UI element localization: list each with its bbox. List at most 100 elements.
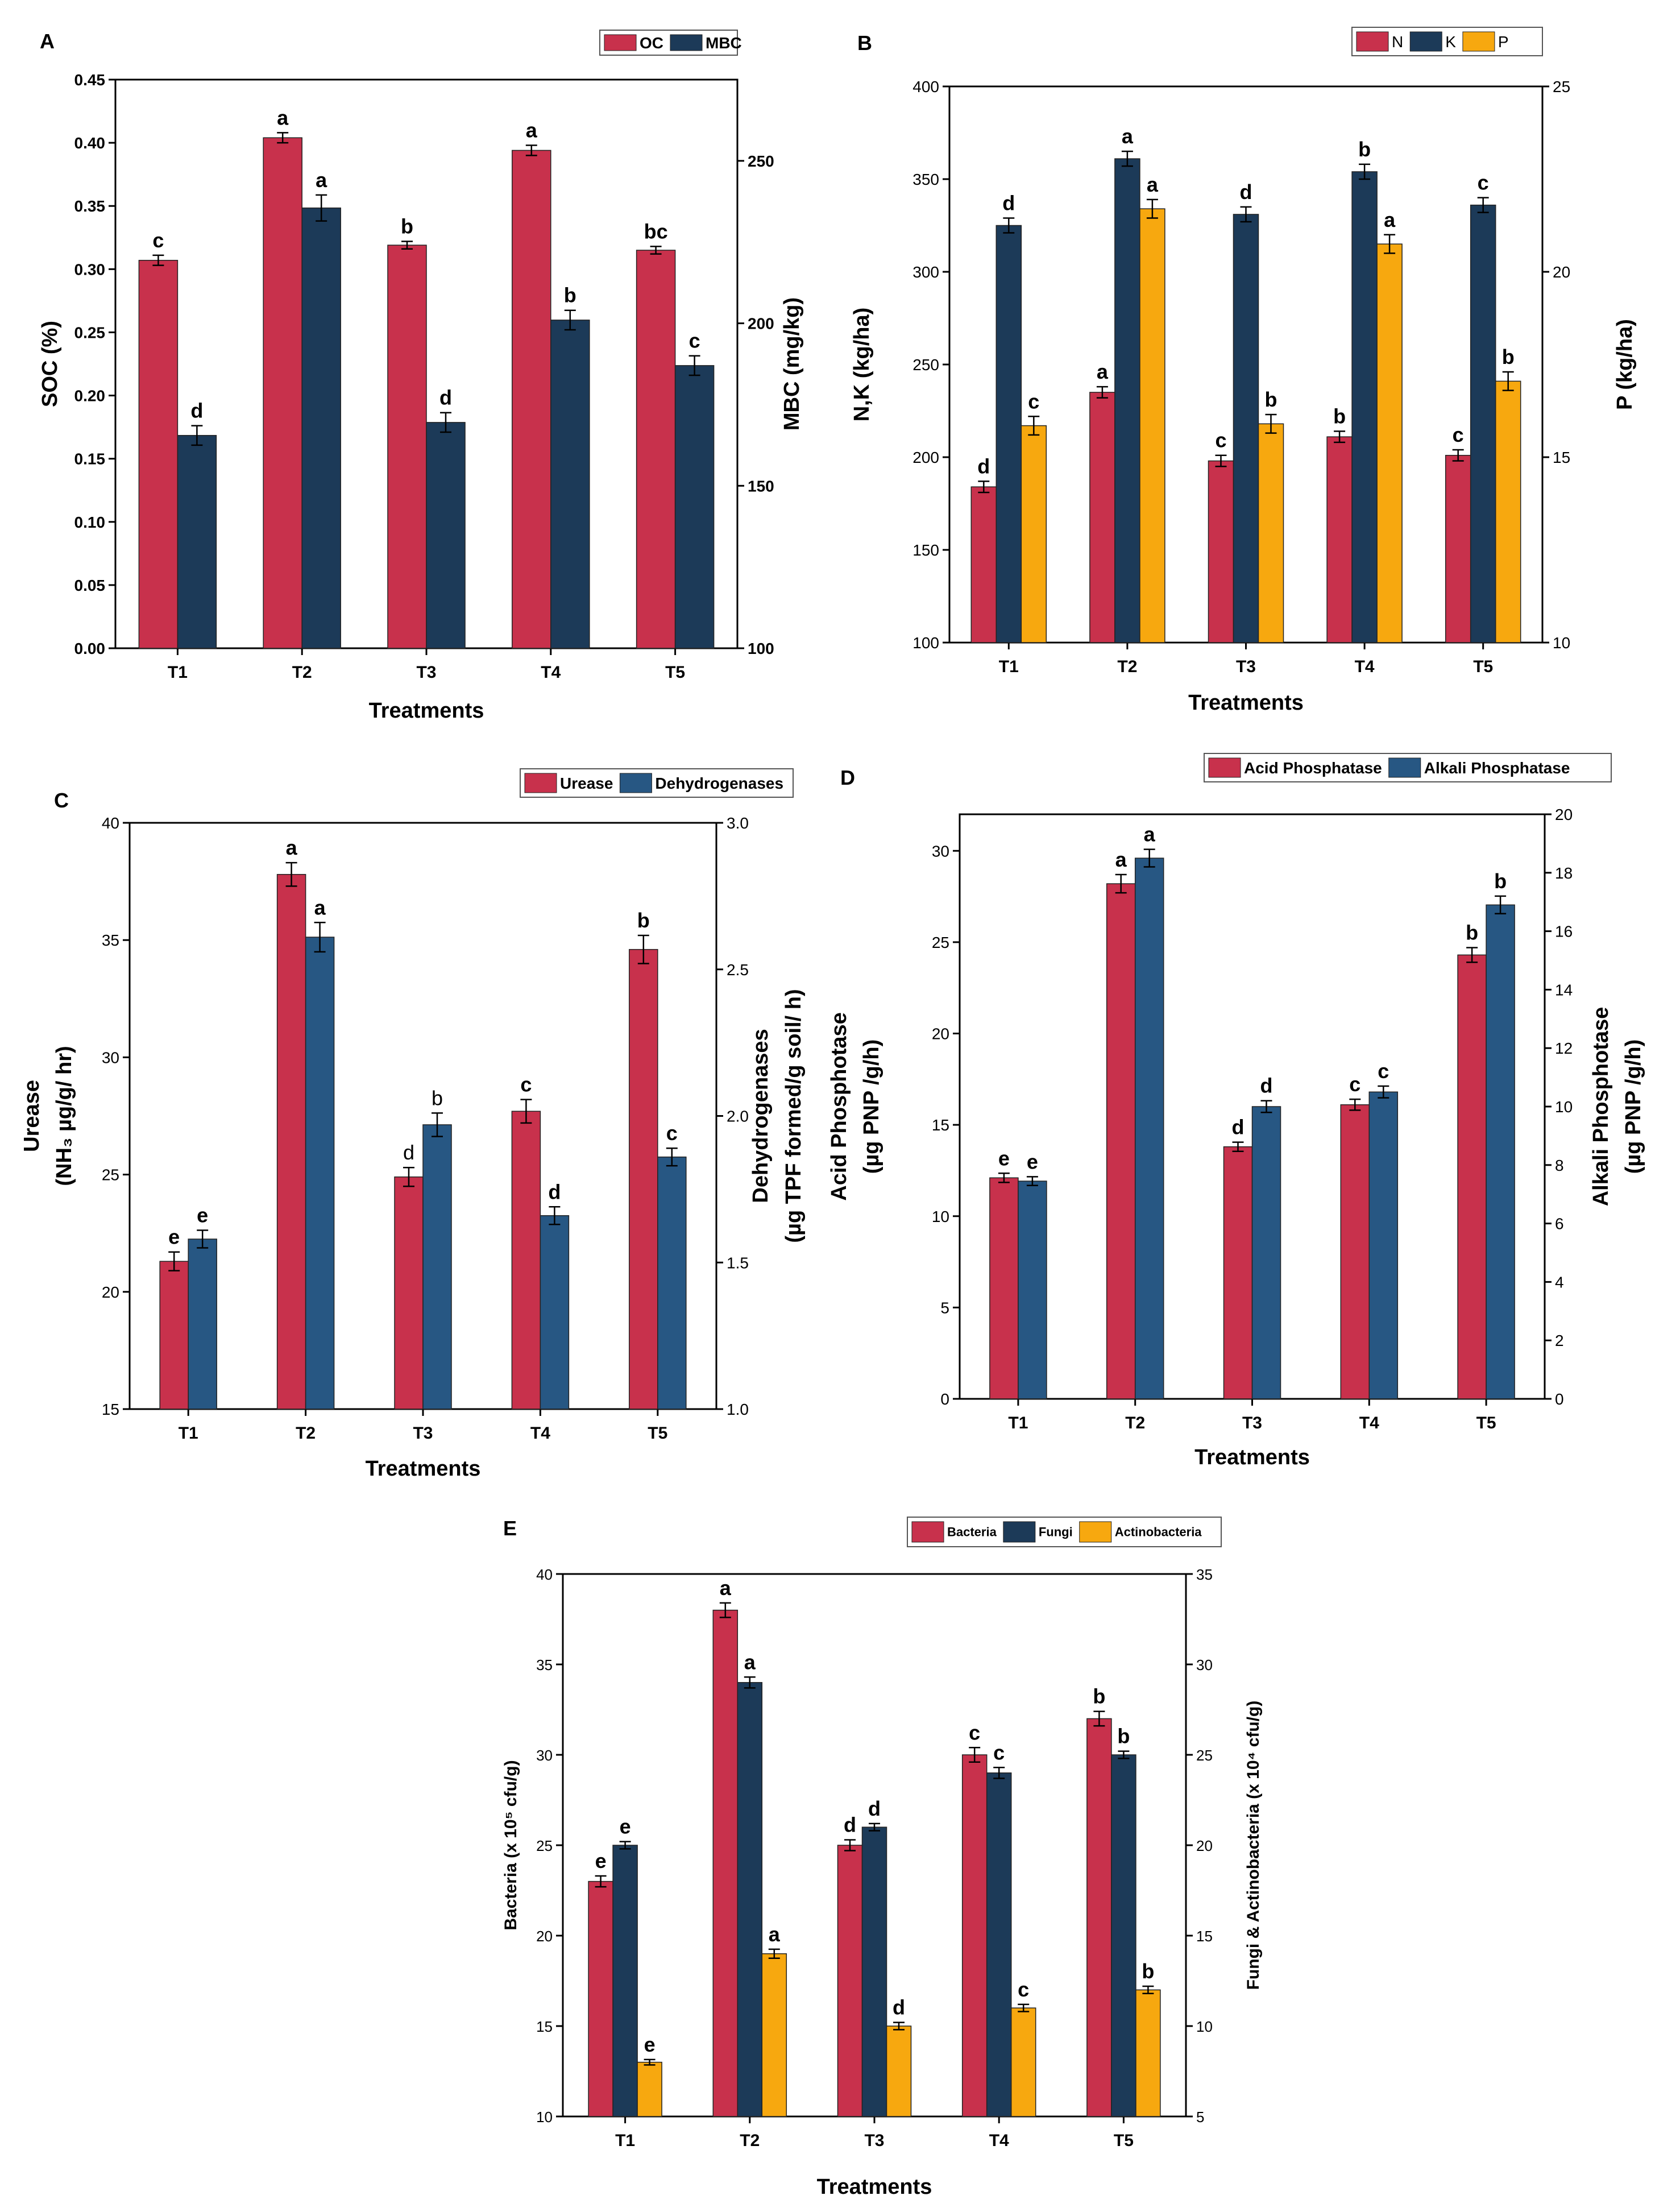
significance-label: b: [1466, 921, 1478, 945]
bar-mbc: [550, 320, 590, 649]
right-tick-label: 20: [1555, 806, 1573, 823]
x-tick-label: T4: [541, 663, 561, 682]
right-tick-label: 250: [748, 152, 774, 170]
bar-actinobacteria: [1010, 2007, 1036, 2117]
left-tick-label: 20: [932, 1025, 949, 1043]
right-tick-label: 2.5: [727, 961, 749, 979]
legend-label: Fungi: [1039, 1525, 1073, 1539]
panel-label: D: [840, 766, 855, 789]
right-tick-label: 0: [1555, 1390, 1564, 1408]
bar-alkali-phosphatase: [1251, 1106, 1281, 1399]
panel-label: A: [40, 30, 55, 53]
left-tick-label: 0.35: [74, 197, 106, 215]
significance-label: d: [439, 386, 452, 409]
bar-mbc: [177, 434, 217, 649]
legend-label: P: [1498, 33, 1509, 51]
left-axis-label: Acid Phosphotase: [827, 1012, 851, 1201]
left-tick-label: 0.30: [74, 260, 106, 278]
left-tick-label: 250: [912, 356, 939, 374]
significance-label: d: [1232, 1116, 1245, 1139]
legend-label: Dehydrogenases: [655, 774, 783, 792]
left-tick-label: 0.10: [74, 513, 106, 531]
significance-label: d: [868, 1797, 881, 1820]
x-tick-label: T5: [1473, 657, 1493, 676]
bar-p: [1021, 425, 1047, 643]
right-tick-label: 15: [1196, 1928, 1213, 1945]
right-axis-label: MBC (mg/kg): [780, 297, 804, 430]
panel-label: C: [54, 789, 69, 812]
bar-acid-phosphatase: [1340, 1104, 1370, 1399]
legend-swatch: [1079, 1521, 1112, 1543]
x-tick-label: T1: [168, 663, 188, 682]
x-tick-label: T3: [416, 663, 436, 682]
significance-label: c: [1018, 1978, 1029, 2001]
right-tick-label: 35: [1196, 1566, 1213, 1583]
bar-acid-phosphatase: [1457, 954, 1487, 1399]
x-tick-label: T5: [665, 663, 685, 682]
bar-dehydrogenases: [422, 1124, 452, 1410]
bar-alkali-phosphatase: [1368, 1091, 1399, 1399]
chart-panel-c: C 15 20 25 30 35 40 1.0 1.5 2.0 2.5 3.0 T1 T2 T3 T4 T5 Tr…: [20, 768, 806, 1481]
right-tick-label: 10: [1196, 2018, 1213, 2035]
significance-label: a: [277, 106, 289, 129]
right-tick-label: 25: [1553, 78, 1570, 96]
x-tick-label: T2: [1125, 1414, 1145, 1432]
bar-bacteria: [712, 1609, 739, 2117]
bar-actinobacteria: [886, 2025, 912, 2117]
left-axis-label: (µg PNP /g/h): [860, 1039, 883, 1174]
left-tick-label: 300: [912, 263, 939, 281]
left-tick-label: 15: [932, 1116, 949, 1134]
significance-label: c: [666, 1121, 678, 1145]
legend-label: OC: [640, 34, 663, 52]
bar-p: [1495, 380, 1521, 643]
significance-label: a: [1097, 360, 1109, 383]
bar-dehydrogenases: [305, 937, 335, 1410]
significance-label: c: [1453, 423, 1464, 446]
significance-label: e: [595, 1849, 607, 1873]
significance-label: a: [1122, 125, 1134, 148]
legend-label: Alkali Phosphatase: [1424, 759, 1570, 777]
right-tick-label: 4: [1555, 1273, 1564, 1291]
x-tick-label: T2: [740, 2131, 760, 2150]
significance-label: b: [401, 214, 413, 238]
significance-label: d: [1002, 191, 1015, 214]
legend-swatch: [1462, 31, 1495, 52]
significance-label: c: [969, 1721, 980, 1744]
bar-n: [1208, 460, 1234, 643]
left-axis-label: N,K (kg/ha): [850, 308, 874, 422]
bar-actinobacteria: [637, 2061, 662, 2117]
significance-label: a: [286, 836, 298, 859]
panel-label: B: [857, 31, 872, 55]
bar-oc: [512, 150, 551, 649]
right-axis-label: Alkali Phosphotase: [1589, 1007, 1613, 1207]
bar-actinobacteria: [761, 1953, 787, 2117]
right-tick-label: 5: [1196, 2109, 1204, 2126]
significance-label: d: [190, 399, 203, 422]
significance-label: e: [168, 1225, 180, 1249]
left-tick-label: 25: [932, 934, 949, 951]
right-tick-label: 1.0: [727, 1401, 749, 1418]
left-tick-label: 15: [102, 1401, 119, 1418]
right-tick-label: 16: [1555, 923, 1573, 941]
right-axis-label: (µg PNP /g/h): [1621, 1039, 1645, 1174]
left-tick-label: 0.05: [74, 577, 106, 594]
bar-bacteria: [588, 1880, 613, 2117]
legend-swatch: [1208, 757, 1241, 778]
left-tick-label: 25: [536, 1837, 553, 1854]
legend-label: Bacteria: [947, 1525, 997, 1539]
left-tick-label: 35: [536, 1656, 553, 1674]
bar-dehydrogenases: [188, 1238, 217, 1410]
x-axis-label: Treatments: [817, 2175, 932, 2199]
x-axis-label: Treatments: [369, 699, 484, 723]
bar-oc: [263, 137, 302, 649]
bar-fungi: [861, 1826, 887, 2117]
left-tick-label: 0.25: [74, 324, 106, 341]
bar-alkali-phosphatase: [1134, 858, 1164, 1399]
x-tick-label: T3: [1242, 1414, 1262, 1432]
x-axis-label: Treatments: [1194, 1445, 1310, 1469]
legend-box: [907, 1517, 1222, 1547]
legend-swatch: [670, 34, 703, 51]
bar-acid-phosphatase: [1106, 883, 1136, 1399]
x-tick-label: T2: [296, 1424, 316, 1443]
left-tick-label: 20: [102, 1283, 119, 1301]
